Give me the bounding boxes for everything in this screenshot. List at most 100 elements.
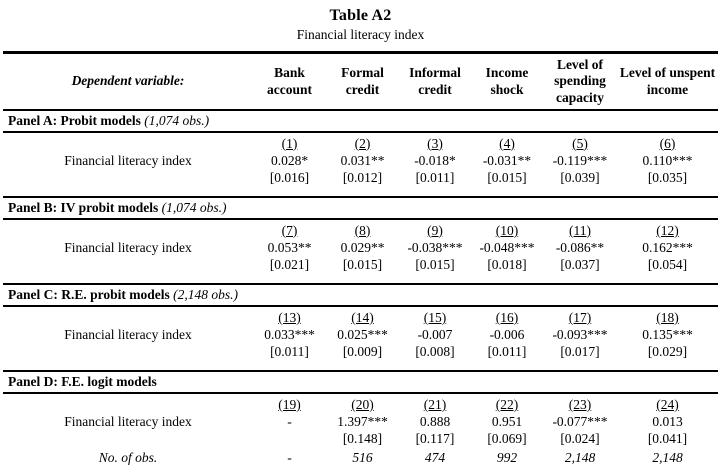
model-number-text: (10) (495, 222, 519, 238)
empty-cell (3, 170, 253, 197)
obs-count-cell: 2,148 (564, 450, 596, 466)
panel-c-coefficient-row: Financial literacy index 0.033*** 0.025*… (3, 327, 718, 344)
std-error-cell: [0.035] (647, 170, 688, 185)
coefficient-cell: -0.018* (414, 153, 456, 169)
model-number: (9) (399, 219, 471, 240)
observations-row: No. of obs. - 516 474 992 2,148 2,148 (3, 448, 718, 467)
model-number-text: (6) (659, 135, 676, 151)
panel-a-title: Panel A: Probit models (8, 112, 141, 128)
model-number-text: (22) (495, 396, 519, 412)
std-error-cell: [0.037] (560, 257, 600, 272)
obs-count-cell: 516 (352, 450, 373, 466)
coefficient-cell: 0.053** (267, 240, 312, 256)
std-error-cell: [0.069] (487, 431, 527, 447)
column-header-row: Dependent variable: Bank account Formal … (3, 52, 718, 111)
coefficient-cell: 0.110*** (642, 153, 693, 169)
panel-b-model-numbers-row: (7) (8) (9) (10) (11) (12) (3, 219, 718, 240)
row-label: Financial literacy index (64, 414, 192, 430)
coefficient-cell: - (287, 414, 292, 430)
empty-cell (3, 344, 253, 371)
std-error-cell: [0.041] (647, 431, 688, 447)
coefficient-cell: 0.031** (340, 153, 385, 169)
panel-c-title-cell: Panel C: R.E. probit models (2,148 obs.) (3, 283, 718, 307)
panel-c-title: Panel C: R.E. probit models (8, 286, 170, 302)
column-header-income-shock: Income shock (471, 52, 543, 111)
panel-a-title-cell: Panel A: Probit models (1,074 obs.) (3, 109, 718, 133)
std-error-cell: [0.039] (560, 170, 600, 185)
std-error-cell: [0.054] (647, 257, 688, 272)
std-error-cell: [0.008] (415, 344, 455, 359)
model-number-text: (3) (427, 135, 443, 151)
empty-cell (3, 393, 253, 414)
coefficient-cell: -0.038*** (407, 240, 463, 256)
panel-d-title-row: Panel D: F.E. logit models (3, 370, 718, 394)
std-error-cell: [0.015] (487, 170, 527, 185)
panel-b-coefficient-row: Financial literacy index 0.053** 0.029**… (3, 240, 718, 257)
panel-c-obs-note: (2,148 obs.) (173, 286, 239, 302)
panel-d-model-numbers-row: (19) (20) (21) (22) (23) (24) (3, 393, 718, 414)
model-number: (12) (617, 219, 718, 240)
coefficient-cell: 0.013 (652, 414, 683, 430)
panel-b-std-error-row: [0.021] [0.015] [0.015] [0.018] [0.037] … (3, 257, 718, 284)
model-number: (1) (253, 132, 326, 153)
coefficient-cell: 0.951 (491, 414, 523, 430)
model-number: (24) (617, 393, 718, 414)
model-number: (18) (617, 306, 718, 327)
model-number-text: (17) (568, 309, 592, 325)
empty-cell (3, 431, 253, 448)
std-error-cell: [0.148] (342, 431, 383, 447)
model-number-text: (5) (572, 135, 588, 151)
model-number-text: (4) (499, 135, 515, 151)
std-error-cell: [0.024] (560, 431, 600, 447)
panel-a-obs-note: (1,074 obs.) (144, 112, 210, 128)
model-number-text: (9) (427, 222, 443, 238)
model-number-text: (20) (351, 396, 374, 412)
table-title: Table A2 (329, 7, 392, 24)
model-number: (5) (543, 132, 617, 153)
model-number: (7) (253, 219, 326, 240)
std-error-cell (253, 431, 326, 448)
coefficient-cell: -0.086** (555, 240, 605, 256)
model-number-text: (8) (354, 222, 371, 238)
column-header-bank-account: Bank account (253, 52, 326, 111)
obs-count-cell: - (287, 450, 292, 466)
column-header-unspent-income: Level of unspent income (617, 52, 718, 111)
coefficient-cell: 0.162*** (642, 240, 693, 256)
table-subtitle: Financial literacy index (296, 27, 425, 42)
model-number: (21) (399, 393, 471, 414)
model-number-text: (2) (354, 135, 371, 151)
dependent-variable-label: Dependent variable: (3, 52, 253, 111)
model-number-text: (12) (656, 222, 679, 238)
panel-b-title: Panel B: IV probit models (8, 199, 159, 215)
coefficient-cell: -0.077*** (552, 414, 608, 430)
std-error-cell: [0.017] (560, 344, 600, 359)
coefficient-cell: -0.006 (489, 327, 525, 343)
model-number-text: (19) (278, 396, 301, 412)
obs-count-cell: 2,148 (652, 450, 683, 466)
panel-b-obs-note: (1,074 obs.) (161, 199, 227, 215)
panel-d-std-error-row: [0.148] [0.117] [0.069] [0.024] [0.041] (3, 431, 718, 448)
model-number-text: (1) (281, 135, 298, 151)
row-label: Financial literacy index (64, 327, 192, 343)
std-error-cell: [0.021] (269, 257, 310, 272)
obs-count-cell: 474 (424, 450, 446, 466)
std-error-cell: [0.018] (487, 257, 527, 272)
model-number-text: (15) (423, 309, 447, 325)
coefficient-cell: 0.033*** (264, 327, 315, 343)
coefficient-cell: -0.031** (482, 153, 532, 169)
model-number-text: (21) (423, 396, 447, 412)
row-label: Financial literacy index (64, 153, 192, 169)
model-number: (11) (543, 219, 617, 240)
empty-cell (3, 219, 253, 240)
panel-d-title-cell: Panel D: F.E. logit models (3, 370, 718, 394)
std-error-cell: [0.117] (415, 431, 455, 447)
panel-a-std-error-row: [0.016] [0.012] [0.011] [0.015] [0.039] … (3, 170, 718, 197)
model-number: (19) (253, 393, 326, 414)
coefficient-cell: 0.135*** (642, 327, 693, 343)
std-error-cell: [0.015] (342, 257, 383, 272)
model-number: (6) (617, 132, 718, 153)
coefficient-cell: 0.888 (419, 414, 451, 430)
empty-cell (3, 306, 253, 327)
coefficient-cell: 0.028* (270, 153, 309, 169)
